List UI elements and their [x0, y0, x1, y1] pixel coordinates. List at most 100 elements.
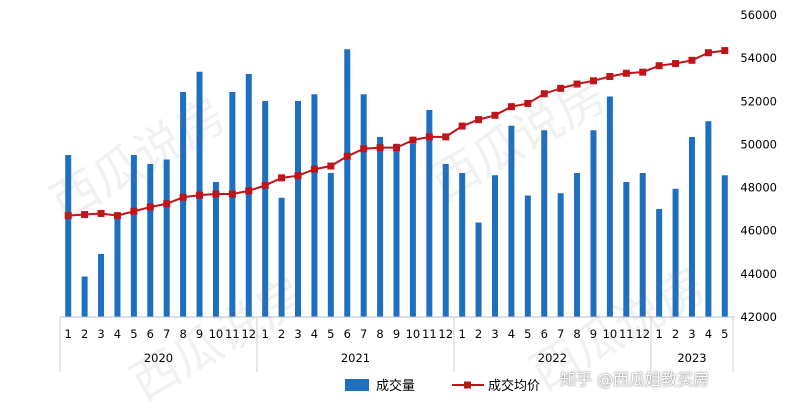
x-tick-label: 5 — [327, 327, 334, 341]
line-marker — [130, 207, 138, 215]
x-tick-label: 10 — [209, 327, 224, 341]
bar — [705, 121, 712, 317]
line-marker — [704, 49, 712, 57]
bar — [180, 92, 187, 317]
x-tick-label: 5 — [524, 327, 531, 341]
x-tick-label: 1 — [655, 327, 662, 341]
bar — [426, 110, 433, 317]
x-tick-label: 2 — [475, 327, 482, 341]
bar — [245, 74, 252, 317]
bar — [327, 173, 334, 317]
line-marker — [721, 47, 729, 55]
line-marker — [507, 103, 515, 111]
year-label: 2022 — [538, 351, 567, 365]
y-tick-label: 50000 — [740, 137, 777, 151]
line-marker — [425, 133, 433, 141]
line-marker — [113, 212, 121, 220]
line-marker — [163, 200, 171, 208]
x-tick-label: 10 — [603, 327, 618, 341]
line-marker — [212, 190, 220, 198]
bar — [590, 130, 597, 317]
y-tick-label: 42000 — [740, 310, 777, 324]
y-tick-label: 46000 — [740, 224, 777, 238]
x-tick-label: 8 — [376, 327, 383, 341]
line-marker — [393, 144, 400, 152]
line-marker — [64, 212, 72, 220]
line-marker — [458, 122, 466, 130]
x-tick-label: 9 — [393, 327, 400, 341]
line-marker — [688, 56, 696, 64]
y-tick-label: 44000 — [740, 267, 777, 281]
line-marker — [343, 152, 351, 160]
bar — [475, 222, 482, 317]
line-marker — [179, 193, 187, 201]
bar — [459, 173, 466, 317]
bar — [688, 137, 695, 317]
line-marker — [409, 136, 417, 144]
bar — [557, 193, 564, 317]
bar — [229, 92, 236, 317]
y-tick-label: 48000 — [740, 181, 777, 195]
x-tick-label: 3 — [294, 327, 301, 341]
line-marker — [442, 133, 450, 141]
x-tick-label: 9 — [590, 327, 597, 341]
y-tick-label: 52000 — [740, 94, 777, 108]
line-marker — [310, 165, 318, 173]
line-marker — [228, 190, 236, 198]
x-tick-label: 1 — [458, 327, 465, 341]
x-tick-label: 8 — [573, 327, 580, 341]
year-label: 2020 — [144, 351, 173, 365]
x-tick-label: 12 — [635, 327, 650, 341]
bar — [377, 137, 384, 317]
line-marker — [81, 211, 89, 219]
x-tick-label: 12 — [241, 327, 256, 341]
x-tick-label: 5 — [130, 327, 137, 341]
line-marker — [524, 99, 532, 107]
line-marker — [655, 62, 663, 70]
bar — [721, 175, 728, 317]
line-marker — [360, 145, 368, 153]
line-marker — [639, 68, 647, 76]
line-marker — [491, 111, 499, 119]
bar — [98, 254, 105, 317]
x-tick-label: 6 — [541, 327, 548, 341]
x-tick-label: 11 — [619, 327, 634, 341]
bar — [295, 101, 302, 317]
line-marker — [475, 116, 483, 124]
bar — [130, 155, 137, 317]
bar — [672, 188, 679, 317]
y-tick-label: 54000 — [740, 51, 777, 65]
line-marker — [376, 144, 384, 152]
x-tick-label: 6 — [147, 327, 154, 341]
x-tick-label: 1 — [65, 327, 72, 341]
year-label: 2023 — [677, 351, 706, 365]
bar — [262, 101, 269, 317]
bar — [574, 173, 581, 317]
legend-swatch-marker — [464, 381, 471, 389]
line-marker — [196, 191, 204, 199]
x-tick-label: 3 — [491, 327, 498, 341]
x-tick-label: 7 — [360, 327, 367, 341]
bar — [278, 197, 285, 317]
bar — [541, 130, 548, 317]
line-marker — [557, 84, 565, 92]
bar — [656, 209, 663, 317]
bar — [524, 195, 531, 317]
line-marker — [294, 172, 302, 180]
line-marker — [540, 90, 548, 98]
year-label: 2021 — [341, 351, 370, 365]
bar — [147, 164, 154, 317]
credit-text: 知乎 @西瓜姐教买房 — [560, 370, 710, 389]
bar — [360, 94, 367, 317]
x-tick-label: 11 — [225, 327, 240, 341]
x-tick-label: 5 — [721, 327, 728, 341]
bar — [65, 155, 72, 317]
line-marker — [589, 77, 597, 85]
bar — [114, 213, 121, 317]
line-marker — [573, 80, 581, 88]
x-tick-label: 3 — [97, 327, 104, 341]
bar — [623, 182, 630, 317]
x-tick-label: 8 — [179, 327, 186, 341]
line-marker — [278, 174, 286, 182]
